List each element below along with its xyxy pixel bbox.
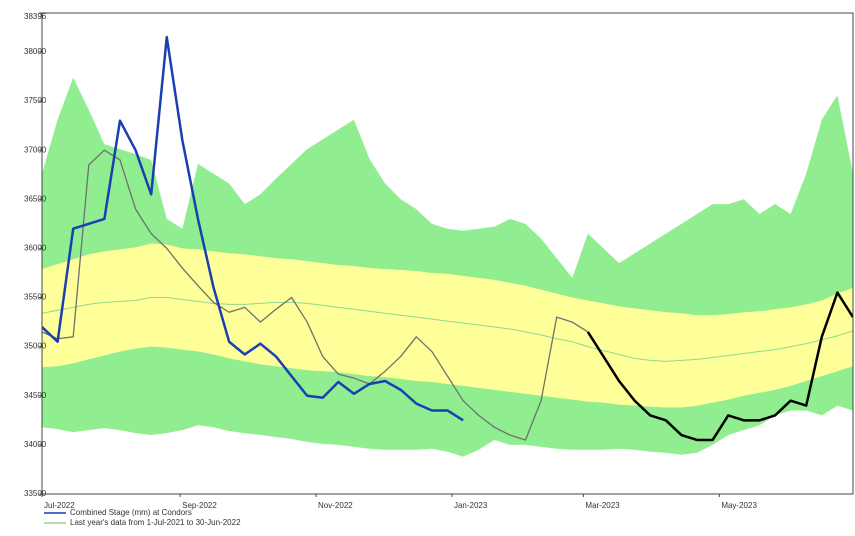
y-tick-label: 37500 — [24, 96, 47, 105]
plot-area — [42, 35, 853, 494]
y-tick-label: 34500 — [24, 391, 47, 400]
x-tick-label: Sep-2022 — [182, 501, 217, 510]
y-tick-label: 34000 — [24, 440, 47, 449]
series-line — [586, 291, 853, 442]
x-tick-label: Jan-2023 — [454, 501, 488, 510]
x-tick-label: Mar-2023 — [585, 501, 620, 510]
series-line — [42, 35, 464, 422]
y-tick-label: 35500 — [24, 293, 47, 302]
y-tick-label: 36500 — [24, 194, 47, 203]
legend-label: Combined Stage (mm) at Condors — [70, 508, 192, 517]
y-tick-label: 33500 — [24, 489, 47, 498]
x-tick-label: May-2023 — [721, 501, 757, 510]
legend-label: Last year's data from 1-Jul-2021 to 30-J… — [70, 518, 241, 527]
plot-border — [41, 12, 854, 495]
x-tick-label: Jul-2022 — [44, 501, 75, 510]
y-tick-label: 35000 — [24, 342, 47, 351]
series-line — [42, 149, 589, 441]
series-line — [42, 297, 853, 362]
band-area — [42, 405, 853, 494]
y-tick-label: 36000 — [24, 244, 47, 253]
y-tick-label: 38396 — [24, 12, 47, 21]
y-tick-label: 38000 — [24, 47, 47, 56]
x-tick-label: Nov-2022 — [318, 501, 353, 510]
y-tick-label: 37000 — [24, 145, 47, 154]
